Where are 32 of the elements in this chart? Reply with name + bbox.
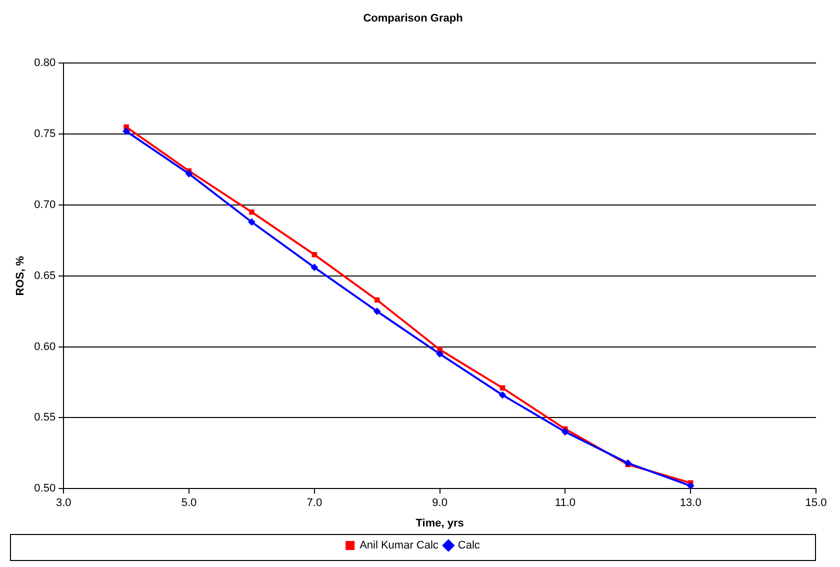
point bbox=[186, 170, 193, 178]
point bbox=[687, 482, 694, 489]
point bbox=[122, 128, 130, 135]
point bbox=[500, 385, 506, 391]
chart-title: Comparison Graph bbox=[363, 12, 464, 25]
point bbox=[562, 428, 569, 436]
point bbox=[310, 264, 318, 271]
y-tick-label: 0.80 bbox=[34, 57, 56, 70]
y-tick-label: 0.65 bbox=[34, 270, 56, 282]
point bbox=[249, 209, 254, 215]
x-tick-label: 15.0 bbox=[805, 497, 827, 510]
y-tick-label: 0.50 bbox=[34, 482, 56, 495]
y-tick-label: 0.70 bbox=[34, 199, 56, 212]
legend-label: Calc bbox=[458, 540, 480, 552]
x-tick-label: 13.0 bbox=[680, 497, 702, 510]
point bbox=[312, 252, 318, 258]
legend-label: Anil Kumar Calc bbox=[360, 540, 439, 552]
x-tick-label: 7.0 bbox=[306, 497, 322, 510]
x-tick-label: 3.0 bbox=[56, 497, 72, 510]
point bbox=[248, 218, 256, 226]
x-axis-title: Time, yrs bbox=[416, 517, 464, 530]
point bbox=[374, 297, 380, 303]
point bbox=[374, 308, 381, 315]
point bbox=[436, 350, 444, 358]
x-tick-label: 11.0 bbox=[554, 497, 576, 510]
y-tick-label: 0.75 bbox=[34, 128, 56, 140]
y-tick-label: 0.60 bbox=[34, 340, 56, 353]
y-tick-label: 0.55 bbox=[34, 412, 56, 424]
point bbox=[499, 392, 506, 399]
x-tick-label: 5.0 bbox=[181, 497, 197, 510]
y-axis-title: ROS, % bbox=[14, 256, 27, 296]
x-tick-label: 9.0 bbox=[432, 497, 448, 510]
